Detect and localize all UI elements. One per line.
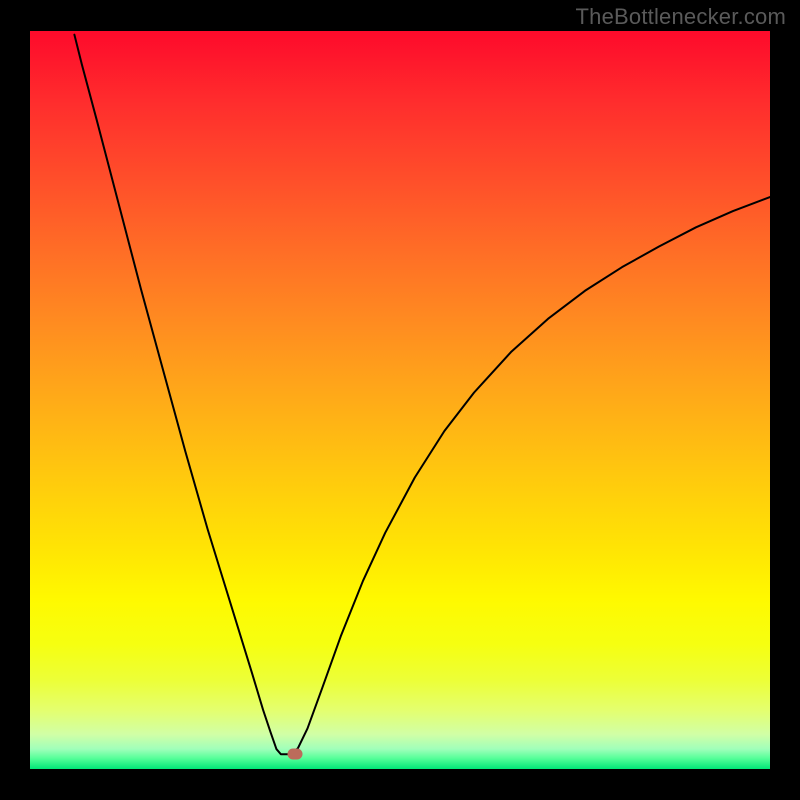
bottleneck-chart	[30, 31, 770, 769]
chart-container: TheBottlenecker.com	[0, 0, 800, 800]
plot-area	[30, 31, 770, 769]
minimum-marker	[287, 749, 302, 760]
watermark-text: TheBottlenecker.com	[576, 4, 786, 30]
gradient-background	[30, 31, 770, 769]
